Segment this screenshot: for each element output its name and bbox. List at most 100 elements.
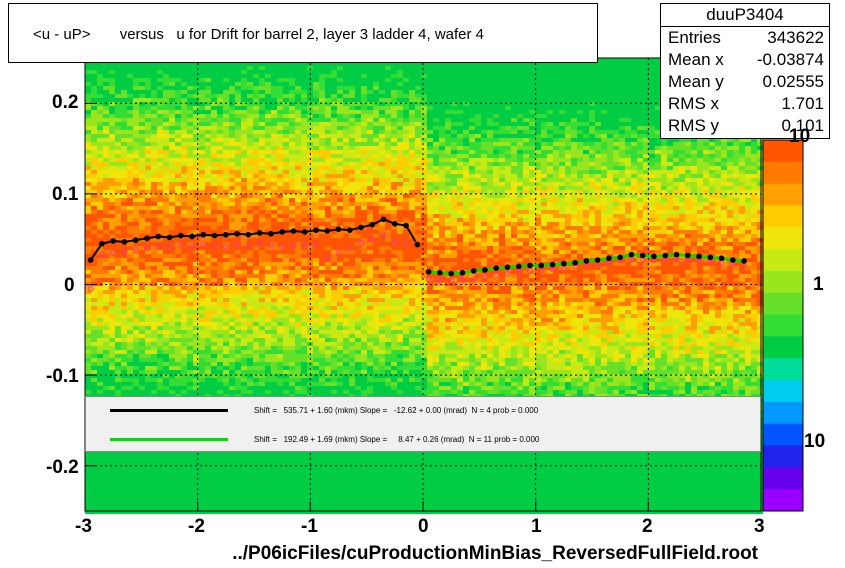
heatmap-cell — [373, 122, 379, 126]
heatmap-cell — [313, 98, 319, 102]
heatmap-cell — [427, 218, 433, 222]
heatmap-cell — [673, 142, 679, 146]
heatmap-cell — [139, 230, 145, 234]
heatmap-cell — [499, 62, 505, 66]
heatmap-cell — [535, 186, 541, 190]
heatmap-cell — [319, 82, 325, 86]
heatmap-cell — [619, 218, 625, 222]
heatmap-cell — [121, 62, 127, 66]
heatmap-cell — [613, 118, 619, 122]
heatmap-cell — [169, 98, 175, 102]
heatmap-cell — [517, 138, 523, 142]
heatmap-cell — [319, 202, 325, 206]
heatmap-cell — [133, 106, 139, 110]
heatmap-cell — [715, 230, 721, 234]
heatmap-cell — [205, 62, 211, 66]
heatmap-cell — [691, 154, 697, 158]
heatmap-cell — [109, 198, 115, 202]
heatmap-cell — [601, 130, 607, 134]
heatmap-cell — [193, 162, 199, 166]
heatmap-cell — [193, 70, 199, 74]
heatmap-cell — [679, 222, 685, 226]
heatmap-cell — [367, 126, 373, 130]
heatmap-cell — [85, 222, 91, 226]
heatmap-cell — [145, 118, 151, 122]
heatmap-cell — [307, 70, 313, 74]
heatmap-cell — [565, 214, 571, 218]
heatmap-cell — [439, 194, 445, 198]
heatmap-cell — [721, 230, 727, 234]
heatmap-cell — [223, 166, 229, 170]
heatmap-cell — [175, 70, 181, 74]
heatmap-cell — [655, 78, 661, 82]
heatmap-cell — [319, 126, 325, 130]
heatmap-cell — [301, 154, 307, 158]
heatmap-cell — [175, 106, 181, 110]
heatmap-cell — [433, 94, 439, 98]
heatmap-cell — [313, 142, 319, 146]
heatmap-cell — [355, 102, 361, 106]
heatmap-cell — [229, 134, 235, 138]
heatmap-cell — [115, 170, 121, 174]
heatmap-cell — [133, 190, 139, 194]
heatmap-cell — [715, 198, 721, 202]
heatmap-cell — [355, 122, 361, 126]
heatmap-cell — [439, 150, 445, 154]
heatmap-cell — [121, 74, 127, 78]
heatmap-cell — [625, 74, 631, 78]
heatmap-cell — [499, 194, 505, 198]
heatmap-cell — [697, 226, 703, 230]
heatmap-cell — [343, 114, 349, 118]
heatmap-cell — [151, 142, 157, 146]
heatmap-cell — [235, 130, 241, 134]
heatmap-cell — [337, 82, 343, 86]
heatmap-cell — [613, 178, 619, 182]
heatmap-cell — [343, 154, 349, 158]
heatmap-cell — [481, 178, 487, 182]
heatmap-cell — [655, 134, 661, 138]
heatmap-cell — [709, 226, 715, 230]
heatmap-cell — [301, 222, 307, 226]
heatmap-cell — [499, 130, 505, 134]
heatmap-cell — [547, 178, 553, 182]
heatmap-cell — [343, 62, 349, 66]
heatmap-cell — [325, 142, 331, 146]
heatmap-cell — [625, 66, 631, 70]
heatmap-cell — [181, 102, 187, 106]
heatmap-cell — [313, 162, 319, 166]
heatmap-cell — [193, 134, 199, 138]
heatmap-cell — [607, 194, 613, 198]
heatmap-cell — [565, 122, 571, 126]
heatmap-cell — [337, 190, 343, 194]
heatmap-cell — [631, 58, 637, 62]
heatmap-cell — [625, 166, 631, 170]
heatmap-cell — [679, 138, 685, 142]
heatmap-cell — [589, 114, 595, 118]
heatmap-cell — [421, 166, 427, 170]
heatmap-cell — [535, 130, 541, 134]
heatmap-cell — [205, 170, 211, 174]
heatmap-cell — [439, 186, 445, 190]
heatmap-cell — [133, 210, 139, 214]
heatmap-cell — [337, 178, 343, 182]
heatmap-cell — [121, 90, 127, 94]
heatmap-cell — [259, 66, 265, 70]
heatmap-cell — [601, 210, 607, 214]
heatmap-cell — [553, 150, 559, 154]
heatmap-cell — [673, 230, 679, 234]
heatmap-cell — [181, 222, 187, 226]
heatmap-cell — [133, 102, 139, 106]
heatmap-cell — [157, 122, 163, 126]
heatmap-cell — [565, 166, 571, 170]
heatmap-cell — [313, 90, 319, 94]
heatmap-cell — [733, 222, 739, 226]
heatmap-cell — [145, 114, 151, 118]
heatmap-cell — [247, 114, 253, 118]
heatmap-cell — [157, 106, 163, 110]
heatmap-cell — [475, 214, 481, 218]
heatmap-cell — [475, 194, 481, 198]
heatmap-cell — [325, 194, 331, 198]
heatmap-cell — [265, 158, 271, 162]
heatmap-cell — [631, 226, 637, 230]
heatmap-cell — [379, 198, 385, 202]
